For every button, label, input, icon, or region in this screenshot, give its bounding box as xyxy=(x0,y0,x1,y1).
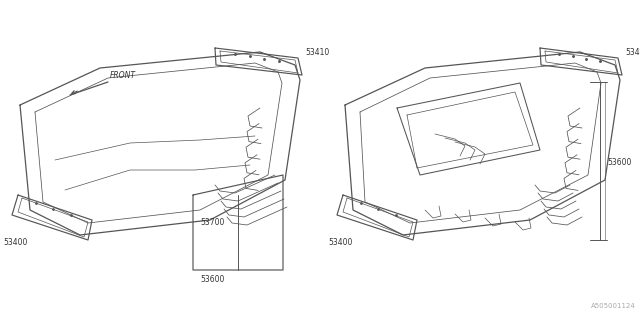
Text: 53410: 53410 xyxy=(625,48,640,57)
Text: 53600: 53600 xyxy=(201,275,225,284)
Text: 53400: 53400 xyxy=(3,238,28,247)
Text: FRONT: FRONT xyxy=(110,71,136,80)
Text: A505001124: A505001124 xyxy=(591,303,636,309)
Text: 53410: 53410 xyxy=(305,48,329,57)
Text: 53400: 53400 xyxy=(328,238,353,247)
Text: 53700: 53700 xyxy=(200,218,225,227)
Text: 53600: 53600 xyxy=(607,158,632,167)
